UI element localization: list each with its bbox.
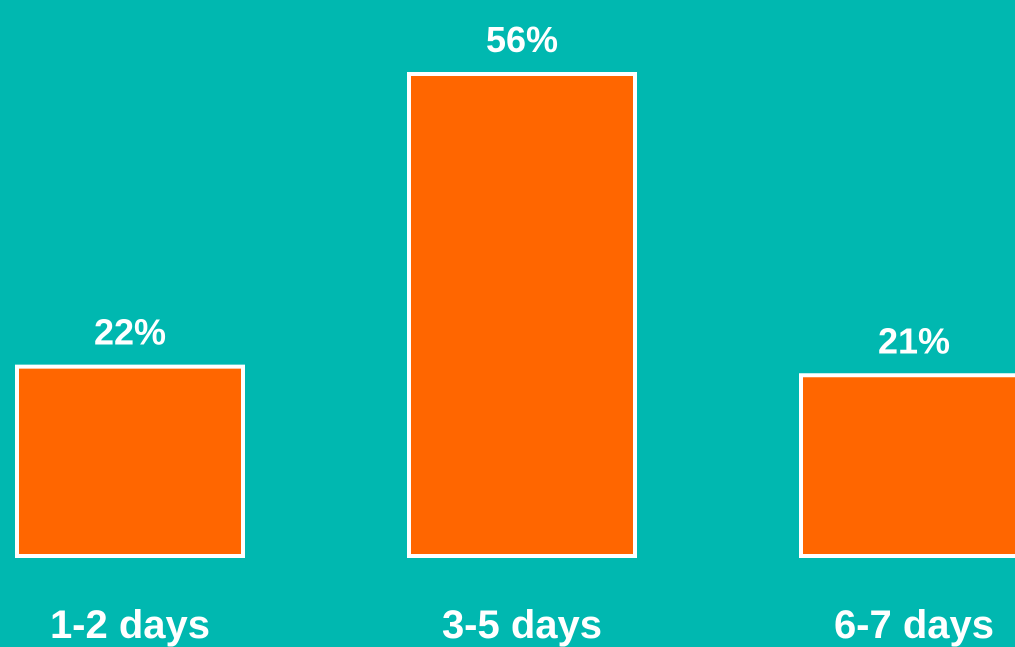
value-labels-group: 22% 56% 21% bbox=[94, 19, 950, 361]
value-label-2: 56% bbox=[486, 19, 558, 60]
category-label-1: 1-2 days bbox=[50, 603, 210, 647]
value-label-1: 22% bbox=[94, 312, 166, 353]
bars-group bbox=[15, 72, 1015, 558]
bar-2 bbox=[407, 72, 637, 558]
value-label-3: 21% bbox=[878, 320, 950, 361]
bar-1 bbox=[15, 364, 245, 558]
bar-3 bbox=[799, 373, 1015, 558]
category-label-2: 3-5 days bbox=[442, 603, 602, 647]
category-label-3: 6-7 days bbox=[834, 603, 994, 647]
category-labels-group: 1-2 days 3-5 days 6-7 days bbox=[50, 603, 994, 647]
